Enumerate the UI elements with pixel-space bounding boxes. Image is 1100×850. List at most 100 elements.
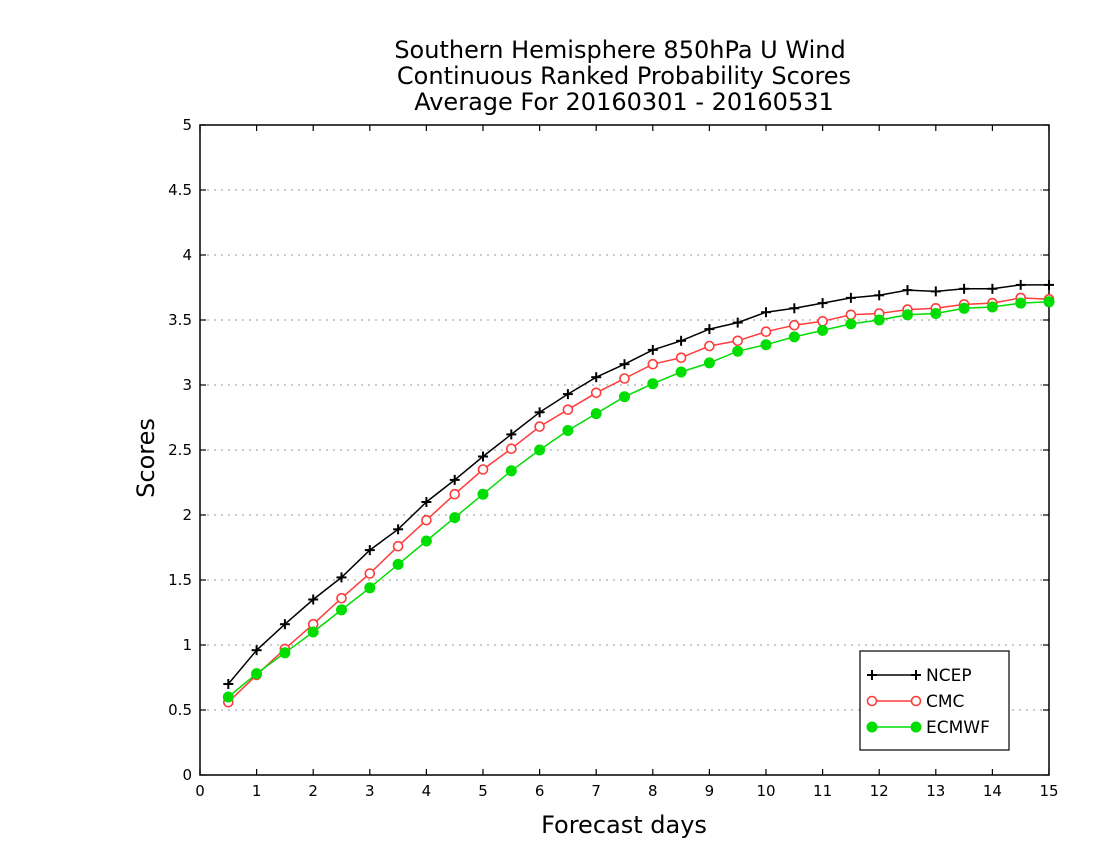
y-tick-label: 4.5 xyxy=(168,181,192,199)
ecmwf-series-point xyxy=(307,626,319,638)
ecmwf-series-point xyxy=(590,408,602,420)
cmc-series-point xyxy=(392,540,404,552)
ncep-series-point xyxy=(732,317,743,328)
ecmwf-series-point xyxy=(930,308,942,319)
x-tick-label: 14 xyxy=(983,782,1002,800)
cmc-series-point xyxy=(760,326,772,338)
ncep-series-point xyxy=(562,389,573,400)
legend-ncep: NCEP xyxy=(867,666,972,686)
cmc-series-point xyxy=(590,387,602,399)
ncep-series-point xyxy=(789,303,800,314)
x-tick-label: 13 xyxy=(926,782,945,800)
legend-ecmwf-marker-right-point xyxy=(910,721,922,733)
legend-cmc-marker-right-point xyxy=(910,695,922,707)
ncep-series-point xyxy=(959,283,970,294)
title-line-1: Southern Hemisphere 850hPa U Wind xyxy=(394,36,845,64)
legend-ncep-label: NCEP xyxy=(926,666,972,686)
ncep-series-point xyxy=(1044,279,1054,290)
cmc-series-point xyxy=(788,319,800,331)
cmc-series-point xyxy=(505,443,517,455)
x-tick-label: 7 xyxy=(591,782,601,800)
ncep-series-point xyxy=(930,286,941,297)
y-tick-label: 5 xyxy=(182,116,192,134)
y-tick-label: 0.5 xyxy=(168,701,192,719)
cmc-series-point xyxy=(845,309,857,321)
cmc-series-point xyxy=(675,352,687,364)
ecmwf-series-point xyxy=(873,314,885,326)
ecmwf-series-point xyxy=(505,465,517,477)
ncep-series-point xyxy=(987,283,998,294)
x-tick-label: 12 xyxy=(870,782,889,800)
ncep-series-point xyxy=(223,679,234,689)
ecmwf-series-point xyxy=(732,345,744,357)
x-tick-label: 5 xyxy=(478,782,488,800)
ncep-series-point xyxy=(647,344,658,355)
ecmwf-series-point xyxy=(420,535,432,547)
title-line-3: Average For 20160301 - 20160531 xyxy=(414,88,834,116)
ecmwf-series-point xyxy=(619,391,630,403)
ecmwf-series-point xyxy=(647,378,659,390)
y-tick-label: 0 xyxy=(182,766,192,784)
ecmwf-series-point xyxy=(986,301,998,313)
legend: NCEP CMC ECMWF xyxy=(859,650,1010,751)
cmc-series-line xyxy=(227,297,1050,703)
x-axis-title: Forecast days xyxy=(541,811,707,839)
cmc-series-point xyxy=(704,340,715,352)
ecmwf-series-point xyxy=(902,309,913,321)
cmc-series-point xyxy=(619,373,630,384)
ncep-series-point xyxy=(817,298,828,309)
gridlines xyxy=(200,189,1049,711)
ncep-series-point xyxy=(449,474,460,485)
ncep-series-point xyxy=(279,619,290,630)
cmc-series-point xyxy=(364,568,376,579)
legend-ncep-marker-right-point xyxy=(911,670,921,680)
legend-ecmwf-marker-left-point xyxy=(866,721,878,733)
cmc-series-point xyxy=(817,315,828,327)
cmc-series-point xyxy=(336,592,347,604)
y-tick-label: 3 xyxy=(182,376,192,394)
x-tick-label: 0 xyxy=(195,782,205,800)
ncep-series-point xyxy=(676,335,687,346)
cmc-series-point xyxy=(562,404,574,416)
x-tick-label: 8 xyxy=(648,782,658,800)
ecmwf-series-point xyxy=(279,647,291,659)
ncep-series-line xyxy=(227,284,1049,685)
chart-title: Southern Hemisphere 850hPa U Wind Contin… xyxy=(394,36,851,116)
ecmwf-series-point xyxy=(845,318,857,330)
ecmwf-series-point xyxy=(222,691,234,703)
ecmwf-series-point xyxy=(703,357,715,369)
cmc-series-point xyxy=(421,514,432,526)
y-tick-label: 1.5 xyxy=(168,571,192,589)
ncep-series-point xyxy=(591,372,602,383)
ncep-series-point xyxy=(421,497,432,507)
ncep-series-point xyxy=(478,451,488,462)
legend-cmc-label: CMC xyxy=(926,692,964,712)
legend-ecmwf-label: ECMWF xyxy=(926,718,990,738)
x-tick-label: 4 xyxy=(422,782,432,800)
legend-ncep-marker-left-point xyxy=(867,670,877,680)
ncep-series-point xyxy=(902,285,913,296)
x-tick-label: 10 xyxy=(756,782,775,800)
cmc-series-point xyxy=(477,464,489,475)
axis-ticks xyxy=(199,124,1050,776)
y-axis-title: Scores xyxy=(132,418,160,498)
legend-cmc: CMC xyxy=(866,692,964,712)
x-tick-label: 11 xyxy=(813,782,832,800)
y-tick-labels: 0 0.5 1 1.5 2 2.5 3 3.5 4 4.5 5 xyxy=(168,116,192,784)
ncep-series-point xyxy=(874,290,885,301)
x-tick-label: 3 xyxy=(365,782,375,800)
ecmwf-series-point xyxy=(958,302,970,314)
cmc-series-point xyxy=(732,335,744,347)
ncep-series-point xyxy=(364,545,375,556)
cmc-series-point xyxy=(647,358,659,370)
ncep-series-point xyxy=(761,307,771,318)
ecmwf-series-point xyxy=(336,604,347,616)
ecmwf-series-point xyxy=(392,558,404,570)
ecmwf-series-point xyxy=(788,331,800,343)
ecmwf-series-point xyxy=(675,366,687,378)
ecmwf-series-point xyxy=(760,339,772,351)
x-tick-label: 1 xyxy=(252,782,262,800)
x-tick-label: 2 xyxy=(308,782,318,800)
legend-cmc-marker-left-point xyxy=(866,695,878,707)
